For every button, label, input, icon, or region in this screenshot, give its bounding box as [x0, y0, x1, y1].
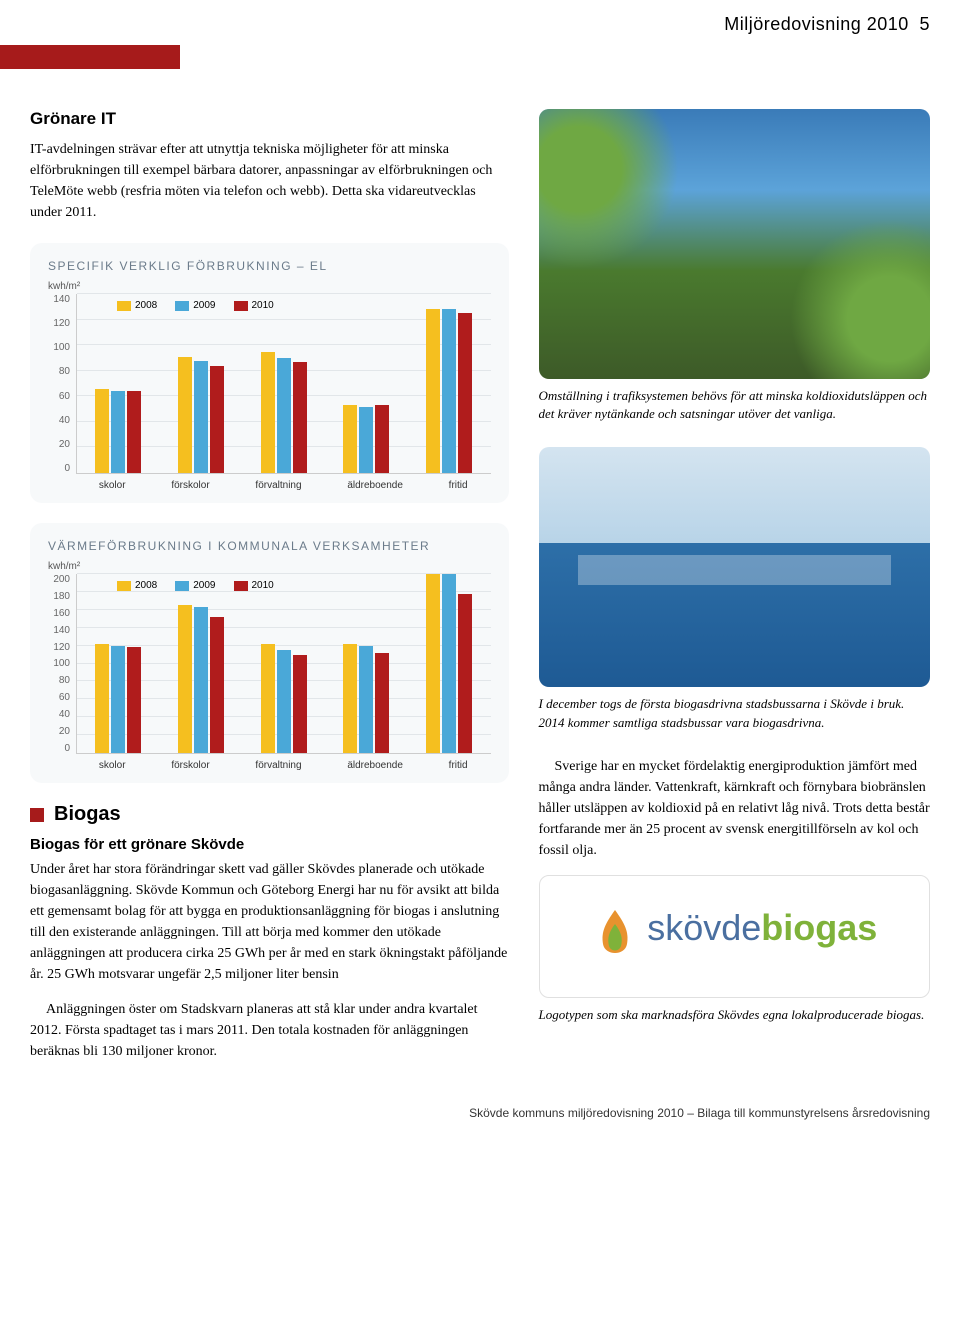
gronare-it-body: IT-avdelningen strävar efter att utnyttj…: [30, 139, 509, 223]
bar-group: [95, 294, 141, 473]
bar-group: [261, 294, 307, 473]
x-label: förskolor: [171, 760, 209, 771]
biogas-heading: Biogas: [30, 803, 509, 826]
bar: [458, 594, 472, 753]
bar: [375, 653, 389, 753]
bar: [95, 389, 109, 473]
photo-bus: [539, 447, 931, 687]
logo-caption: Logotypen som ska marknadsföra Skövdes e…: [539, 1006, 931, 1024]
x-label: fritid: [449, 480, 468, 491]
bar: [178, 357, 192, 473]
page-header: Miljöredovisning 2010 5: [0, 0, 960, 45]
bar: [127, 647, 141, 753]
bar: [359, 646, 373, 753]
chart2-title: VÄRMEFÖRBRUKNING I KOMMUNALA VERKSAMHETE…: [48, 539, 491, 553]
gronare-it-title: Grönare IT: [30, 109, 509, 129]
bar: [293, 655, 307, 753]
bar: [359, 407, 373, 473]
photo1-caption: Omställning i trafiksystemen behövs för …: [539, 387, 931, 423]
page-footer: Skövde kommuns miljöredovisning 2010 – B…: [0, 1096, 960, 1140]
bar-group: [95, 574, 141, 753]
bar-group: [426, 294, 472, 473]
chart-el: SPECIFIK VERKLIG FÖRBRUKNING – EL kwh/m²…: [30, 243, 509, 503]
x-label: äldreboende: [347, 760, 403, 771]
logo-text-1: skövde: [647, 907, 761, 948]
page-number: 5: [919, 14, 930, 34]
logo-text-2: biogas: [761, 907, 877, 948]
biogas-body2: Anläggningen öster om Stadskvarn planera…: [30, 999, 509, 1062]
bar: [426, 309, 440, 473]
chart1-unit: kwh/m²: [48, 281, 491, 292]
bar: [426, 574, 440, 753]
bar: [261, 352, 275, 473]
chart-heat: VÄRMEFÖRBRUKNING I KOMMUNALA VERKSAMHETE…: [30, 523, 509, 783]
bar: [293, 362, 307, 473]
bar: [375, 405, 389, 473]
bar: [210, 366, 224, 473]
x-label: förvaltning: [255, 480, 301, 491]
bar: [127, 391, 141, 473]
photo2-caption: I december togs de första biogasdrivna s…: [539, 695, 931, 731]
photo-trees: [539, 109, 931, 379]
bar: [458, 313, 472, 473]
bar: [111, 391, 125, 473]
header-red-bar: [0, 45, 180, 69]
heading-bullet: [30, 808, 44, 822]
logo-panel: skövdebiogas: [539, 875, 931, 998]
biogas-subtitle: Biogas för ett grönare Skövde: [30, 836, 509, 853]
bar: [261, 644, 275, 753]
bar-group: [426, 574, 472, 753]
bar-group: [343, 574, 389, 753]
chart1-title: SPECIFIK VERKLIG FÖRBRUKNING – EL: [48, 259, 491, 273]
bar: [277, 650, 291, 753]
bar-group: [178, 294, 224, 473]
bar-group: [343, 294, 389, 473]
x-label: skolor: [99, 760, 126, 771]
right-body: Sverige har en mycket fördelaktig energi…: [539, 756, 931, 861]
bar: [194, 607, 208, 753]
bar: [442, 574, 456, 753]
bar: [210, 617, 224, 753]
bar: [343, 644, 357, 753]
bar-group: [178, 574, 224, 753]
bar-group: [261, 574, 307, 753]
bar: [111, 646, 125, 753]
biogas-body1: Under året har stora förändringar skett …: [30, 859, 509, 985]
bar: [442, 309, 456, 473]
bar: [277, 358, 291, 473]
flame-icon: [591, 906, 639, 967]
x-label: förvaltning: [255, 760, 301, 771]
bar: [343, 405, 357, 473]
bar: [95, 644, 109, 753]
bar: [194, 361, 208, 474]
x-label: skolor: [99, 480, 126, 491]
x-label: äldreboende: [347, 480, 403, 491]
x-label: fritid: [449, 760, 468, 771]
chart2-unit: kwh/m²: [48, 561, 491, 572]
header-title: Miljöredovisning 2010: [724, 14, 909, 34]
x-label: förskolor: [171, 480, 209, 491]
bar: [178, 605, 192, 753]
